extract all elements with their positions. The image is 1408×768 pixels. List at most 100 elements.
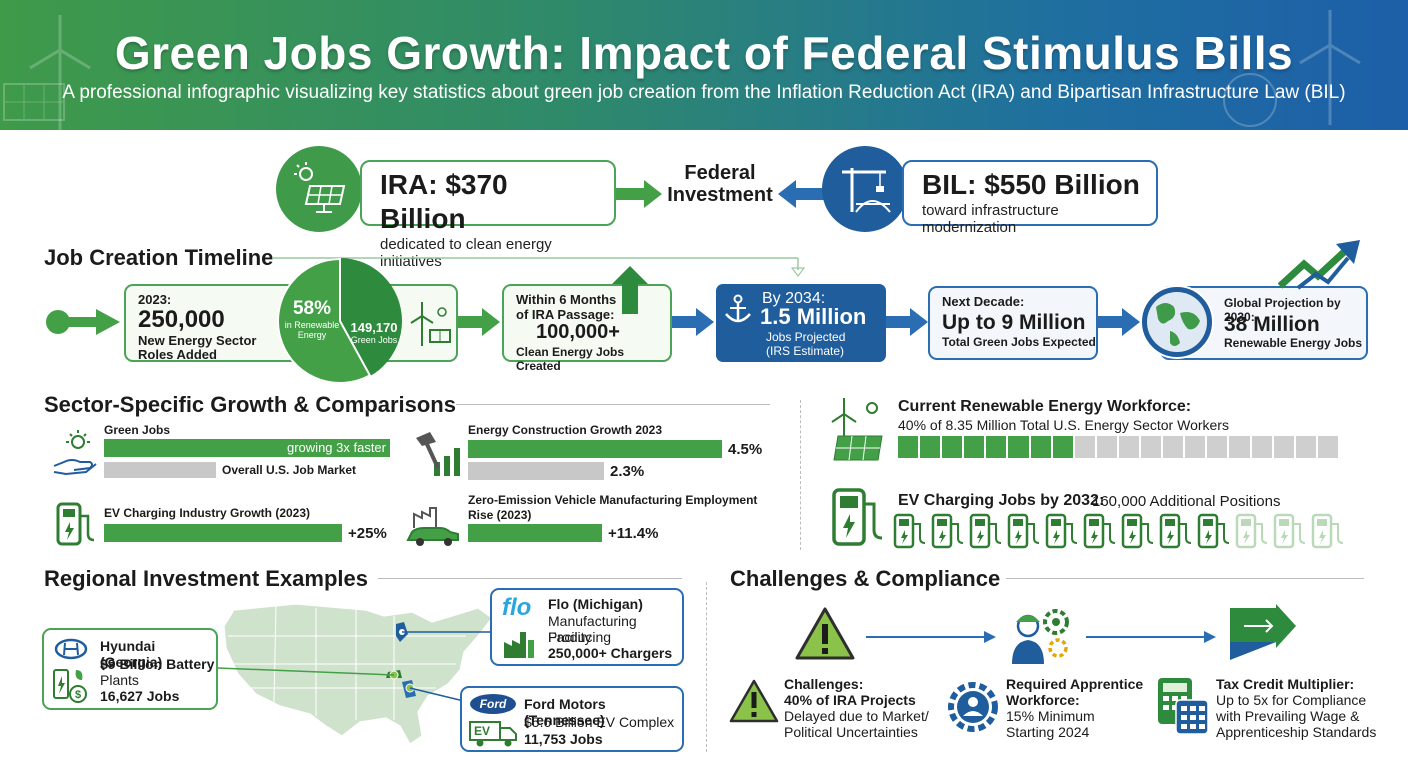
timeline-section-title: Job Creation Timeline bbox=[44, 245, 274, 270]
ev-charger-icon bbox=[1223, 73, 1277, 127]
ev-jobs-desc: 160,000 Additional Positions bbox=[1092, 493, 1281, 510]
arrow-right-icon bbox=[886, 308, 928, 336]
timeline-card-decade: Next Decade: Up to 9 Million Total Green… bbox=[928, 286, 1098, 360]
pie-value-group: 149,170 Green Jobs bbox=[342, 320, 406, 345]
ev-charger-pictogram-row bbox=[892, 512, 1352, 550]
decade-value: Up to 9 Million bbox=[942, 311, 1086, 334]
workforce-progress-cell bbox=[1118, 436, 1140, 458]
six-months-desc: Clean Energy Jobs Created bbox=[516, 345, 625, 373]
hand-sun-icon bbox=[53, 430, 97, 476]
bil-funding-box: BIL: $550 Billion toward infrastructure … bbox=[902, 160, 1158, 236]
challenges-divider bbox=[1006, 578, 1364, 579]
arrow-left-icon bbox=[778, 180, 824, 208]
zev-bar bbox=[468, 524, 602, 542]
hyundai-logo-icon bbox=[54, 638, 88, 660]
arrow-right-icon bbox=[616, 180, 662, 208]
ev-badge: EV bbox=[474, 724, 491, 738]
decade-label: Next Decade: bbox=[942, 294, 1025, 309]
ford-logo-icon: Ford bbox=[470, 694, 516, 714]
arrow-right-icon bbox=[672, 308, 714, 336]
challenge2-title-line1: Required Apprentice bbox=[1006, 676, 1144, 692]
pie-percentage: 58% bbox=[292, 298, 332, 319]
timeline-card-6months: Within 6 Months of IRA Passage: 100,000+… bbox=[502, 284, 672, 373]
gear-person-icon bbox=[948, 682, 998, 732]
green-jobs-label: Green Jobs bbox=[104, 423, 171, 437]
flo-logo-icon: flo bbox=[502, 594, 532, 621]
page-title: Green Jobs Growth: Impact of Federal Sti… bbox=[114, 27, 1294, 79]
pie-value-label: Green Jobs bbox=[350, 335, 398, 345]
six-months-value: 100,000+ bbox=[536, 321, 620, 343]
solar-panel-icon bbox=[3, 83, 65, 121]
by2034-desc2: (IRS Estimate) bbox=[766, 344, 845, 358]
federal-line2: Investment bbox=[667, 184, 773, 206]
decade-desc: Total Green Jobs Expected bbox=[942, 335, 1096, 349]
workforce-progress-cell bbox=[898, 436, 919, 458]
workforce-progress-cell bbox=[1074, 436, 1095, 458]
ev-charger-icon bbox=[1121, 513, 1154, 549]
workforce-progress-cell bbox=[1229, 436, 1250, 458]
ev-charging-bar bbox=[104, 524, 342, 542]
pie-label-line2: Energy bbox=[297, 330, 327, 340]
hyundai-box: $ Hyundai (Georgia) $9 Billion Battery P… bbox=[42, 628, 218, 710]
challenge3-line1: Up to 5x for Compliance bbox=[1216, 692, 1367, 708]
bil-description: toward infrastructure modernization bbox=[922, 202, 1059, 236]
bil-amount: BIL: $550 Billion bbox=[922, 169, 1140, 200]
timeline-2023-label: 2023: bbox=[138, 292, 172, 307]
flo-producing: Producing bbox=[548, 629, 612, 645]
ira-amount: IRA: $370 Billion bbox=[380, 169, 508, 234]
workforce-progress-cell bbox=[1251, 436, 1272, 458]
pie-pct-group: 58% in Renewable Energy bbox=[280, 298, 344, 340]
hyundai-investment: $9 Billion Battery bbox=[100, 656, 215, 672]
workforce-progress-cell bbox=[1207, 436, 1228, 458]
ford-investment-text: $5.6 Billion EV Complex bbox=[524, 714, 675, 730]
renewable-share-pie bbox=[277, 257, 402, 384]
arrow-right-icon bbox=[866, 631, 996, 643]
ford-logo-text: Ford bbox=[479, 697, 507, 711]
workforce-title: Current Renewable Energy Workforce: bbox=[898, 398, 1192, 415]
ev-charger-icon bbox=[969, 513, 1002, 549]
svg-text:$: $ bbox=[75, 689, 81, 701]
workforce-progress-cell bbox=[1295, 436, 1316, 458]
green-jobs-bar-text: growing 3x faster bbox=[287, 440, 386, 455]
challenge2-line2: Starting 2024 bbox=[1006, 724, 1090, 740]
challenge1-line2: Delayed due to Market/ bbox=[784, 708, 929, 724]
federal-line1: Federal bbox=[684, 162, 756, 184]
challenge2-line1: 15% Minimum bbox=[1006, 708, 1095, 724]
ira-funding-box: IRA: $370 Billion dedicated to clean ene… bbox=[360, 160, 616, 270]
arrow-up-icon bbox=[612, 266, 648, 314]
flo-title: Flo (Michigan) bbox=[548, 596, 643, 612]
by2034-label: By 2034: bbox=[762, 290, 826, 307]
ford-jobs: 11,753 Jobs bbox=[524, 731, 603, 747]
ford-box: Ford EV Ford Motors (Tennessee) $5.6 Bil… bbox=[460, 686, 684, 752]
challenge1-line1: 40% of IRA Projects bbox=[784, 692, 916, 708]
six-months-label2: of IRA Passage: bbox=[516, 307, 615, 322]
warning-icon bbox=[729, 679, 779, 723]
global-label: Global Projection by 2030: bbox=[1224, 296, 1341, 324]
calculator-icon bbox=[1158, 678, 1209, 735]
construction-growth-icon bbox=[416, 432, 460, 476]
flo-facility: Manufacturing Facility bbox=[548, 613, 637, 645]
hyundai-title: Hyundai (Georgia) bbox=[100, 638, 163, 670]
zev-label-line2: Rise (2023) bbox=[468, 508, 532, 522]
energy-construction-value: 4.5% bbox=[728, 441, 763, 458]
challenges-section-title: Challenges & Compliance bbox=[730, 566, 1001, 591]
us-market-bar bbox=[104, 462, 216, 478]
construction-crane-icon bbox=[822, 146, 908, 232]
worker-gears-icon bbox=[1012, 609, 1069, 664]
challenge1-title: Challenges: bbox=[784, 676, 864, 692]
workforce-progress-cell bbox=[1185, 436, 1206, 458]
flo-box: flo Flo (Michigan) Manufacturing Facilit… bbox=[490, 588, 684, 666]
warning-icon bbox=[795, 607, 855, 660]
workforce-progress-cell bbox=[1030, 436, 1051, 458]
header-banner: Green Jobs Growth: Impact of Federal Sti… bbox=[0, 0, 1408, 130]
arrow-right-icon bbox=[1098, 308, 1140, 336]
solar-panel-icon bbox=[276, 146, 362, 232]
flo-chargers: 250,000+ Chargers bbox=[548, 645, 673, 661]
workforce-progress-cell bbox=[1273, 436, 1294, 458]
timeline-card-2034: By 2034: 1.5 Million Jobs Projected (IRS… bbox=[716, 284, 886, 362]
factory-icon bbox=[504, 632, 534, 658]
ev-charger-icon bbox=[931, 513, 964, 549]
ev-charger-icon bbox=[1159, 513, 1192, 549]
workforce-progress-cell bbox=[1096, 436, 1117, 458]
energy-construction-label: Energy Construction Growth 2023 bbox=[468, 423, 663, 437]
